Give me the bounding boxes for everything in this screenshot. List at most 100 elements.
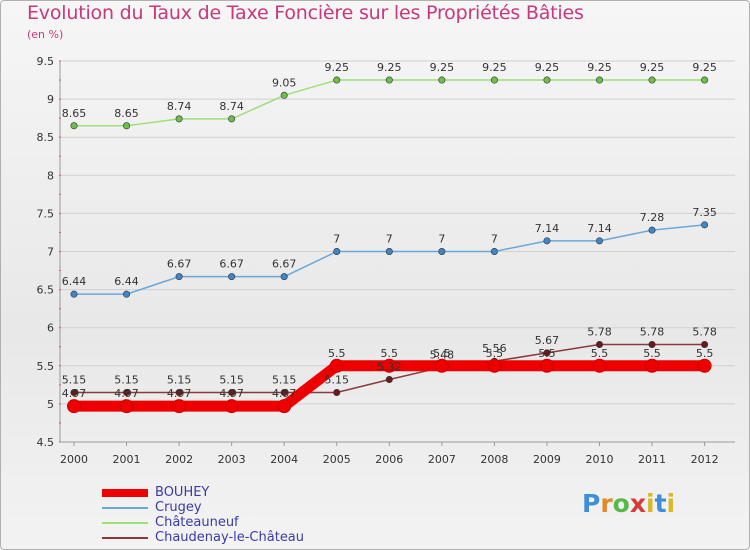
data-point <box>539 358 554 373</box>
data-point <box>701 340 709 348</box>
data-label: 5.15 <box>219 373 244 386</box>
data-point <box>595 76 603 84</box>
data-label: 8.65 <box>114 107 139 120</box>
x-tick-label: 2001 <box>113 453 141 466</box>
data-label: 6.67 <box>219 258 244 271</box>
data-point <box>595 237 603 245</box>
data-point <box>123 388 131 396</box>
data-label: 5.15 <box>325 373 350 386</box>
y-tick-label: 8 <box>47 169 54 182</box>
data-point <box>280 388 288 396</box>
data-label: 7 <box>386 233 393 246</box>
data-point <box>175 273 183 281</box>
data-label: 7 <box>333 233 340 246</box>
data-point <box>648 340 656 348</box>
data-label: 5.67 <box>535 334 560 347</box>
data-point <box>333 248 341 256</box>
data-label: 4.97 <box>167 387 192 400</box>
series-points <box>67 76 712 414</box>
legend-label: Chaudenay-le-Château <box>155 530 305 545</box>
data-label: 8.65 <box>62 107 87 120</box>
legend-label: Crugey <box>155 500 202 515</box>
data-point <box>70 290 78 298</box>
data-point <box>490 248 498 256</box>
y-tick-label: 7 <box>47 246 54 259</box>
data-label: 5.5 <box>538 347 556 360</box>
data-label: 8.74 <box>167 100 192 113</box>
x-tick-label: 2008 <box>480 453 508 466</box>
data-point <box>543 76 551 84</box>
y-tick-label: 6 <box>47 322 54 335</box>
data-point <box>382 358 397 373</box>
data-point <box>543 237 551 245</box>
data-label: 7.28 <box>640 211 665 224</box>
y-tick-label: 5 <box>47 398 54 411</box>
data-point <box>228 388 236 396</box>
x-tick-label: 2010 <box>586 453 614 466</box>
data-point <box>543 349 551 357</box>
legend-swatch <box>102 522 148 524</box>
data-label: 5.5 <box>591 347 609 360</box>
data-label: 7 <box>491 233 498 246</box>
data-label: 5.5 <box>696 347 714 360</box>
data-point <box>701 76 709 84</box>
data-label: 7.14 <box>535 222 560 235</box>
x-tick-label: 2003 <box>218 453 246 466</box>
data-label: 9.25 <box>692 61 717 74</box>
data-label: 9.25 <box>535 61 560 74</box>
data-label: 6.44 <box>62 275 87 288</box>
data-point <box>123 122 131 130</box>
data-label: 5.5 <box>643 347 661 360</box>
data-point <box>333 388 341 396</box>
data-label: 9.25 <box>430 61 455 74</box>
data-point <box>645 358 660 373</box>
data-label: 5.5 <box>381 347 399 360</box>
y-tick-label: 9.5 <box>37 55 55 68</box>
data-point <box>119 399 134 414</box>
y-tick-label: 6.5 <box>37 284 55 297</box>
x-tick-label: 2000 <box>60 453 88 466</box>
data-label: 9.05 <box>272 76 297 89</box>
y-tick-label: 9 <box>47 93 54 106</box>
data-point <box>490 76 498 84</box>
data-label: 5.15 <box>114 373 139 386</box>
data-point <box>228 115 236 123</box>
data-label: 6.67 <box>167 258 192 271</box>
data-point <box>701 221 709 229</box>
legend-swatch <box>102 489 148 497</box>
data-labels: 8.65 8.65 8.74 8.74 9.05 9.25 9.25 9.25 9.25 9.25… <box>62 61 717 400</box>
x-tick-label: 2009 <box>533 453 561 466</box>
data-label: 5.5 <box>433 347 451 360</box>
data-point <box>280 273 288 281</box>
data-point <box>329 358 344 373</box>
data-label: 4.97 <box>114 387 139 400</box>
legend-swatch <box>102 507 148 509</box>
data-label: 9.25 <box>325 61 350 74</box>
data-label: 6.44 <box>114 275 139 288</box>
data-point <box>648 226 656 234</box>
data-point <box>385 76 393 84</box>
data-point <box>487 358 502 373</box>
data-label: 7 <box>438 233 445 246</box>
data-label: 7.14 <box>587 222 612 235</box>
proxiti-logo: Proxiti <box>582 489 676 518</box>
data-label: 4.97 <box>219 387 244 400</box>
data-label: 9.25 <box>482 61 507 74</box>
x-tick-label: 2012 <box>691 453 719 466</box>
unit-label: (en %) <box>27 28 64 41</box>
data-point <box>280 91 288 99</box>
data-point <box>333 76 341 84</box>
data-point <box>648 76 656 84</box>
data-label: 9.25 <box>640 61 665 74</box>
x-tick-label: 2011 <box>638 453 666 466</box>
data-point <box>697 358 712 373</box>
data-label: 4.97 <box>272 387 297 400</box>
data-label: 5.32 <box>377 361 402 374</box>
x-tick-label: 2006 <box>375 453 403 466</box>
legend-swatch <box>102 537 148 539</box>
data-point <box>70 388 78 396</box>
data-label: 4.97 <box>62 387 87 400</box>
data-point <box>67 399 81 414</box>
